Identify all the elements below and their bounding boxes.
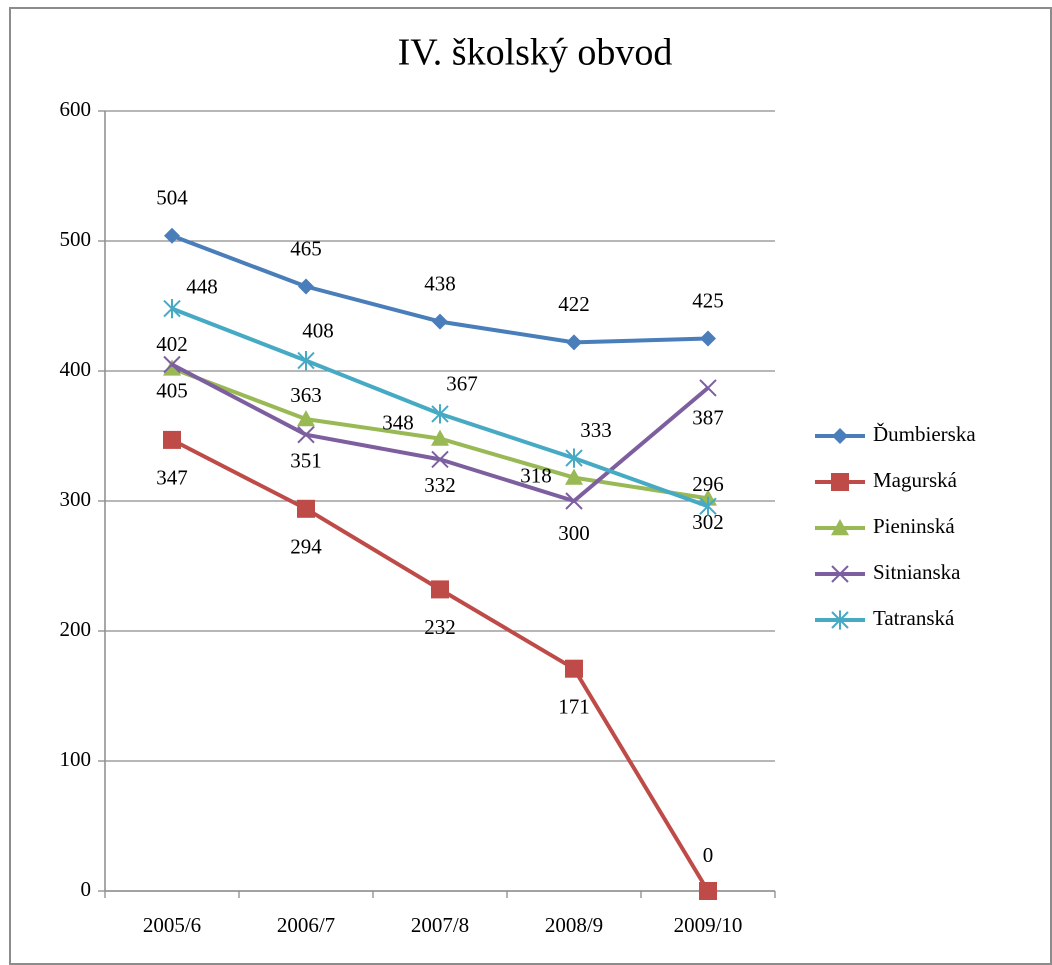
data-point — [565, 468, 583, 485]
data-point — [163, 430, 181, 449]
data-point — [566, 334, 582, 351]
legend-label: Pieninská — [873, 514, 955, 538]
data-point — [699, 882, 717, 900]
data-label: 318 — [520, 463, 552, 487]
data-label: 296 — [692, 472, 724, 496]
data-label: 408 — [302, 318, 334, 342]
y-tick-label: 0 — [81, 877, 92, 901]
y-tick-label: 600 — [60, 97, 92, 121]
data-point — [164, 227, 180, 244]
data-point — [431, 450, 449, 469]
x-tick-label: 2008/9 — [545, 913, 603, 937]
data-label: 332 — [424, 473, 456, 497]
data-label: 0 — [703, 843, 714, 867]
legend-marker — [831, 610, 849, 630]
data-label: 465 — [290, 236, 322, 260]
data-label: 351 — [290, 449, 322, 473]
data-label: 333 — [580, 418, 612, 442]
data-label: 232 — [424, 615, 456, 639]
data-point — [431, 580, 449, 599]
data-point — [298, 278, 314, 295]
legend-marker — [831, 519, 849, 536]
data-label: 348 — [382, 410, 414, 434]
data-point — [700, 330, 716, 347]
y-tick-label: 100 — [60, 747, 92, 771]
data-label: 402 — [156, 332, 188, 356]
data-label: 171 — [558, 695, 590, 719]
legend-marker — [831, 565, 849, 583]
data-point — [431, 429, 449, 446]
data-label: 405 — [156, 378, 188, 402]
data-label: 504 — [156, 186, 188, 210]
data-point — [297, 499, 315, 518]
data-point — [565, 659, 583, 678]
data-point — [163, 355, 181, 374]
data-label: 422 — [558, 292, 590, 316]
legend-label: Magurská — [873, 468, 958, 492]
legend-label: Sitnianska — [873, 560, 961, 584]
y-tick-label: 400 — [60, 357, 92, 381]
data-label: 387 — [692, 406, 724, 430]
data-point — [565, 492, 583, 510]
data-label: 294 — [290, 535, 322, 559]
data-point — [297, 410, 315, 427]
legend-label: Ďumbierska — [873, 422, 976, 446]
y-tick-label: 200 — [60, 617, 92, 641]
data-point — [699, 379, 717, 397]
data-point — [565, 448, 583, 468]
data-point — [432, 313, 448, 330]
data-point — [163, 359, 181, 376]
data-point — [163, 299, 181, 319]
legend-marker — [831, 473, 849, 491]
y-tick-label: 300 — [60, 487, 92, 511]
data-label: 363 — [290, 383, 322, 407]
data-point — [431, 404, 449, 424]
legend-label: Tatranská — [873, 606, 955, 630]
data-point — [699, 496, 717, 516]
data-label: 438 — [424, 271, 456, 295]
x-tick-label: 2006/7 — [277, 913, 335, 937]
data-point — [297, 351, 315, 371]
data-label: 300 — [558, 521, 590, 545]
chart-title: IV. školský obvod — [398, 32, 673, 74]
y-tick-label: 500 — [60, 227, 92, 251]
data-label: 425 — [692, 288, 724, 312]
legend-marker — [832, 428, 848, 444]
data-label: 448 — [186, 274, 218, 298]
x-tick-label: 2009/10 — [674, 913, 743, 937]
data-label: 347 — [156, 466, 188, 490]
data-point — [297, 425, 315, 444]
x-tick-label: 2007/8 — [411, 913, 469, 937]
x-tick-label: 2005/6 — [143, 913, 201, 937]
data-label: 367 — [446, 372, 478, 396]
